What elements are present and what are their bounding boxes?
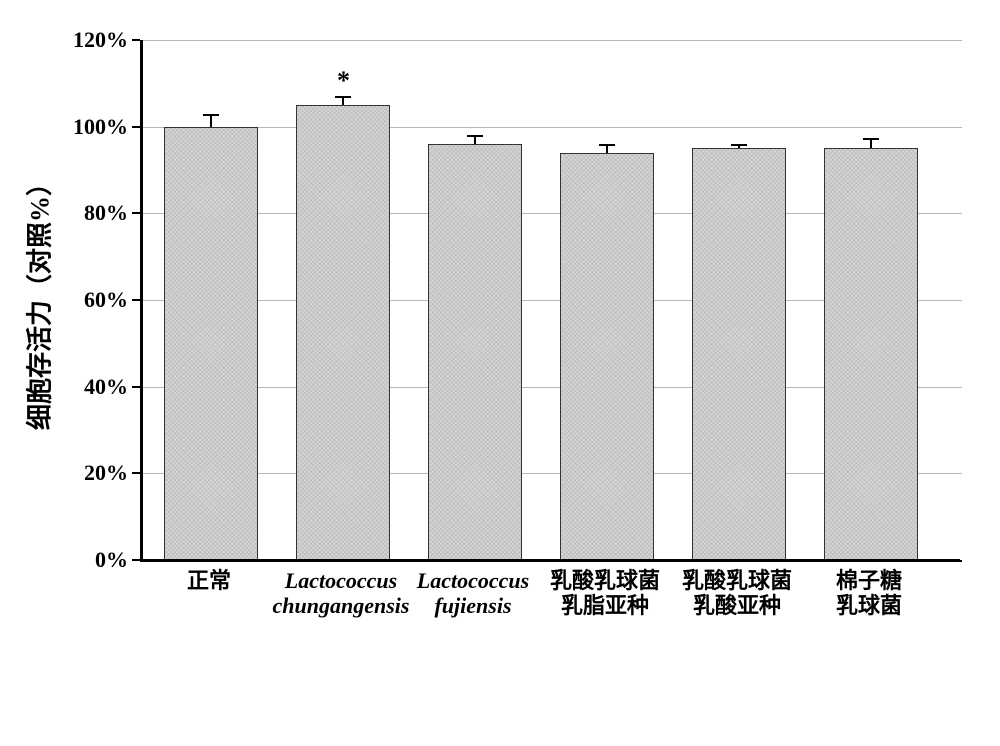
x-category-label: 棉子糖乳球菌: [799, 568, 939, 619]
y-tick-mark: [132, 299, 140, 301]
gridline: [142, 127, 962, 128]
error-cap: [467, 135, 483, 137]
error-cap: [203, 114, 219, 116]
x-axis-line: [140, 559, 960, 562]
y-tick-mark: [132, 559, 140, 561]
y-tick-label: 40%: [84, 374, 128, 400]
y-tick-label: 80%: [84, 200, 128, 226]
gridline: [142, 40, 962, 41]
x-category-label: 正常: [139, 568, 279, 593]
y-tick-mark: [132, 126, 140, 128]
error-cap: [731, 144, 747, 146]
plot-area: *: [140, 40, 962, 562]
error-cap: [335, 96, 351, 98]
error-cap: [599, 144, 615, 146]
error-cap: [863, 138, 879, 140]
y-tick-label: 60%: [84, 287, 128, 313]
y-axis-label: 细胞存活力（对照%）: [20, 170, 57, 430]
y-tick-label: 100%: [73, 114, 128, 140]
bar: [692, 148, 786, 560]
y-tick-mark: [132, 39, 140, 41]
y-tick-mark: [132, 472, 140, 474]
x-category-label: 乳酸乳球菌乳酸亚种: [667, 568, 807, 619]
y-tick-mark: [132, 212, 140, 214]
bar: [824, 148, 918, 560]
x-category-label: Lactococcuschungangensis: [271, 568, 411, 619]
bar: [560, 153, 654, 560]
y-axis-line: [140, 40, 143, 560]
bar: [428, 144, 522, 560]
y-tick-label: 20%: [84, 460, 128, 486]
x-category-label: 乳酸乳球菌乳脂亚种: [535, 568, 675, 619]
chart-container: 细胞存活力（对照%） * 0%20%40%60%80%100%120%正常Lac…: [20, 20, 980, 726]
y-tick-label: 0%: [95, 547, 128, 573]
x-category-label: Lactococcusfujiensis: [403, 568, 543, 619]
bar: [296, 105, 390, 560]
significance-marker: *: [337, 66, 350, 96]
y-tick-label: 120%: [73, 27, 128, 53]
bar: [164, 127, 258, 560]
y-tick-mark: [132, 386, 140, 388]
